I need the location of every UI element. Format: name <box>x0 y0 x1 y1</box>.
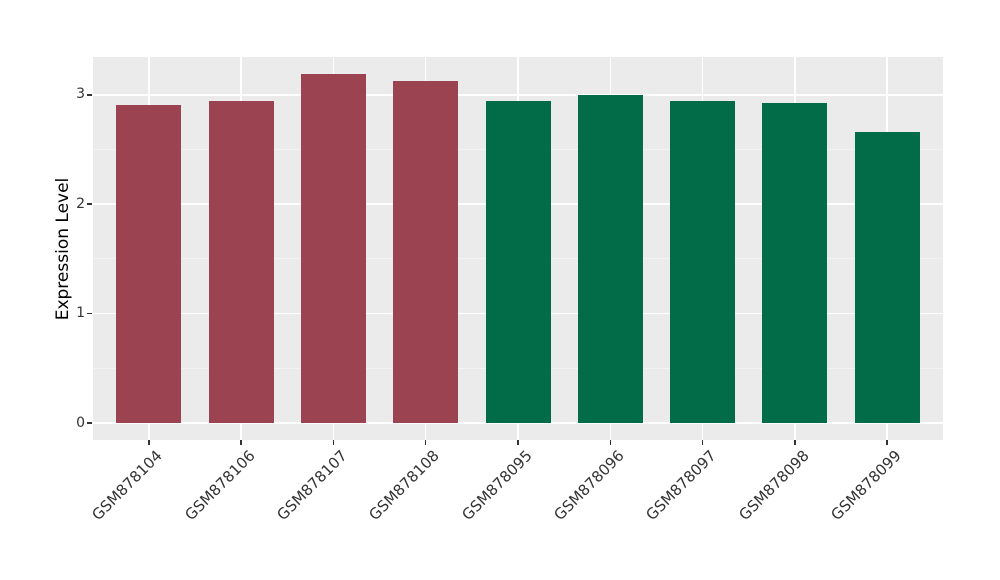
x-tick-label: GSM878096 <box>550 446 628 524</box>
bar-GSM878108 <box>393 80 459 423</box>
x-tick-mark <box>701 440 704 445</box>
y-tick-mark <box>87 94 92 96</box>
x-tick-mark <box>886 440 888 445</box>
bar-GSM878095 <box>485 101 551 423</box>
y-tick-mark <box>87 422 92 424</box>
x-tick-label: GSM878098 <box>734 446 813 524</box>
bar-GSM878096 <box>577 94 643 423</box>
x-tick-label: GSM878095 <box>457 446 536 524</box>
x-tick-mark <box>148 440 150 445</box>
x-tick-label: GSM878097 <box>642 446 720 524</box>
x-tick-label: GSM878108 <box>365 446 444 524</box>
y-tick-label: 3 <box>76 86 85 103</box>
x-tick-mark <box>424 440 427 445</box>
x-tick-mark <box>332 440 335 445</box>
bar-GSM878098 <box>762 102 828 423</box>
bar-GSM878107 <box>300 74 366 423</box>
x-tick-label: GSM878104 <box>88 446 167 524</box>
x-tick-mark <box>240 440 242 445</box>
bar-GSM878106 <box>208 101 274 423</box>
x-tick-mark <box>794 440 796 445</box>
x-tick-mark <box>517 440 519 445</box>
x-tick-label: GSM878099 <box>827 446 905 524</box>
plot-panel <box>93 57 943 440</box>
y-tick-label: 2 <box>76 195 85 212</box>
y-tick-label: 0 <box>76 414 85 431</box>
bar-GSM878099 <box>854 132 920 423</box>
x-tick-mark <box>609 440 611 445</box>
x-tick-label: GSM878106 <box>181 446 259 524</box>
bar-GSM878104 <box>116 104 182 423</box>
bar-GSM878097 <box>670 101 736 423</box>
y-tick-mark <box>87 312 92 315</box>
y-tick-mark <box>87 203 92 205</box>
x-tick-label: GSM878107 <box>273 446 351 524</box>
y-tick-label: 1 <box>76 305 85 322</box>
